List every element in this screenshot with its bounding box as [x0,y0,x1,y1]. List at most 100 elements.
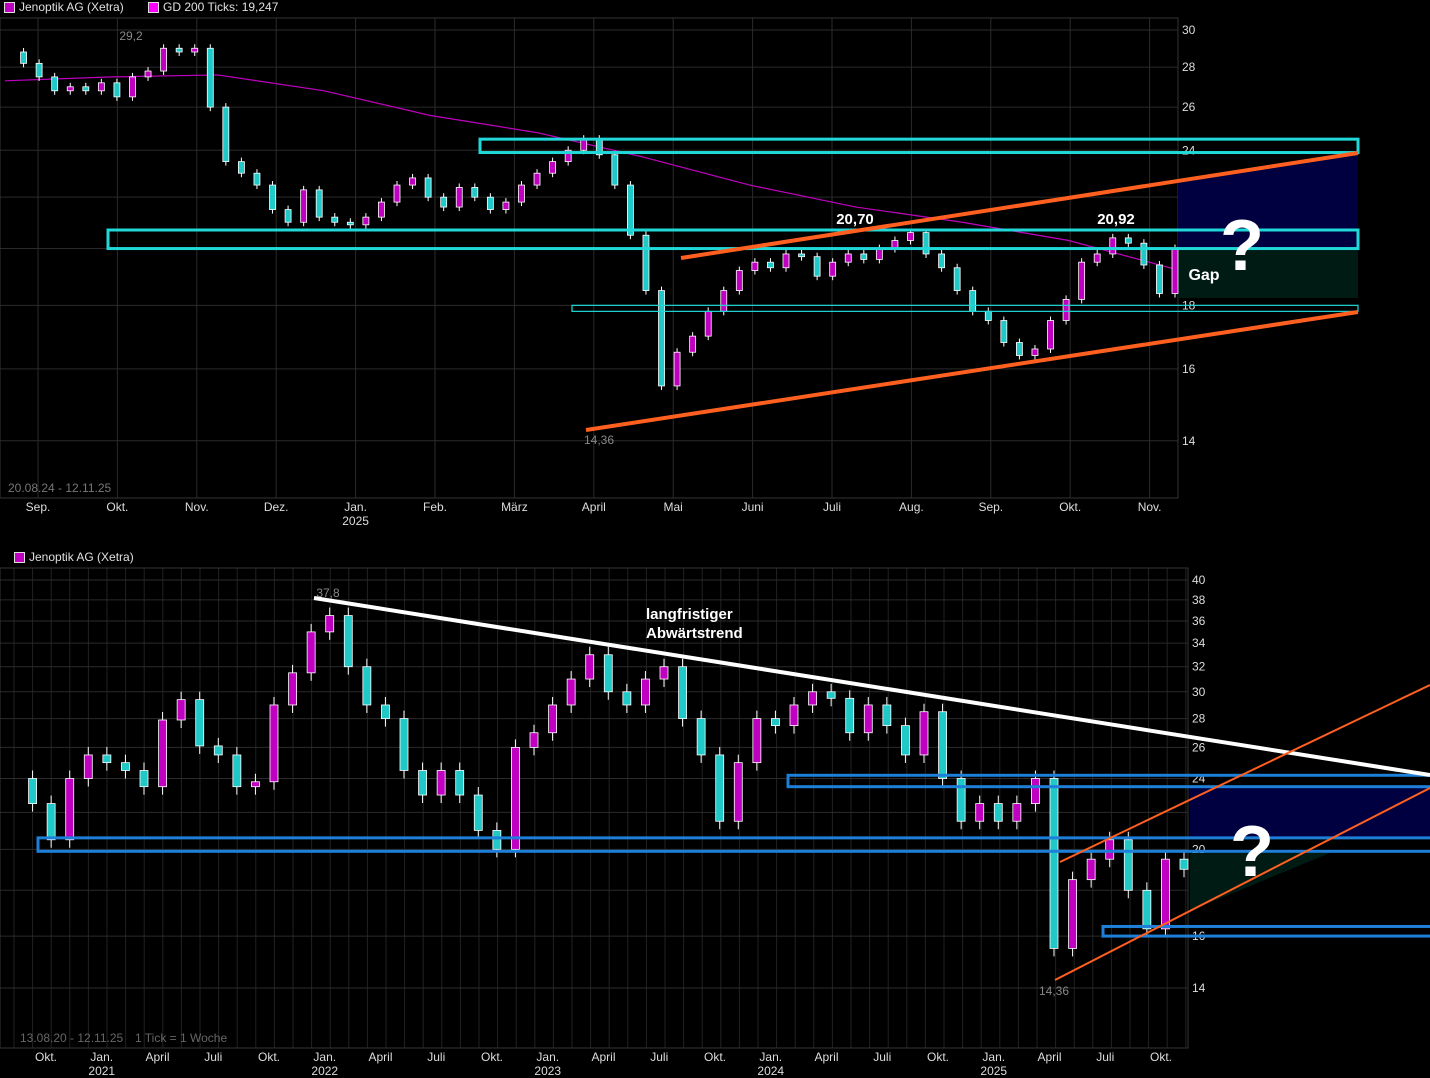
x-tick-label: Okt. [1059,500,1081,514]
candle [378,201,385,218]
x-tick-label: Jan. [344,500,367,514]
support-resistance-zone [786,773,1430,789]
candle [860,253,868,260]
candle [473,794,483,831]
legend-series-label: Jenoptik AG (Xetra) [29,550,134,564]
candle [288,672,297,706]
candle [83,754,93,779]
question-mark: ? [1220,206,1264,286]
candle [704,310,712,337]
x-tick-label: Okt. [258,1050,280,1064]
y-tick-label: 16 [1182,362,1196,376]
y-tick-label: 28 [1182,60,1196,74]
candle [993,803,1003,822]
support-resistance-zone [36,836,1430,853]
candle [418,770,427,796]
x-tick-label: Jan. [313,1050,336,1064]
x-tick-label: Okt. [106,500,128,514]
y-tick-label: 14 [1192,981,1206,995]
candle [549,161,556,174]
upper-channel-line [1059,684,1430,863]
candle [213,745,223,756]
candle [486,196,494,210]
candle [399,718,409,771]
candle [938,711,947,779]
low-label: 14,36 [1039,984,1069,998]
projection-fill-lower [1190,853,1330,911]
candle [191,47,199,53]
candle [269,184,276,210]
x-tick-label: Juni [742,500,764,514]
candle [845,697,855,734]
y-tick-label: 34 [1192,636,1206,650]
candle [720,290,728,312]
candle [882,704,892,727]
candle [35,62,43,78]
x-tick-label: Juli [427,1050,445,1064]
candle [603,654,613,693]
question-mark: ? [1230,812,1274,892]
candle [251,781,260,788]
candle [863,704,873,734]
x-tick-label: Okt. [1150,1050,1172,1064]
candle [658,290,665,387]
candle [984,310,992,321]
candle [97,82,105,92]
candle [826,691,836,699]
candle [1068,879,1077,949]
candle [144,70,152,78]
candle [782,253,790,269]
lower-trendline [585,310,1359,432]
candle [1012,803,1022,822]
x-tick-label: Dez. [264,500,289,514]
x-tick-label: März [501,500,528,514]
candle [139,770,149,788]
series-swatch [14,551,25,563]
candle [176,699,186,721]
x-tick-label: Juli [823,500,841,514]
candle [1156,264,1163,294]
high-label: 29,2 [119,29,143,43]
legend-top-ma: GD 200 Ticks: 19,247 [148,0,278,14]
y-tick-label: 40 [1192,573,1206,587]
period-label: 20.08.24 - 12.11.25 [8,481,112,495]
projection-fill-upper [1190,786,1430,838]
candle [1031,778,1040,804]
series-swatch [4,1,15,13]
candle [673,351,681,387]
candle [518,184,525,203]
y-tick-label: 20 [1192,842,1206,856]
period-label: 13.08.20 - 12.11.25 [20,1031,124,1045]
candle [585,654,595,680]
candle [678,666,687,720]
candle [798,253,805,258]
candle [1105,839,1115,860]
candle [346,221,354,226]
candle [789,704,799,727]
candle [844,253,852,263]
candle [1179,858,1189,870]
resistance-zone [571,304,1359,312]
candle [253,172,261,186]
candle [232,754,242,788]
candle [362,666,372,706]
candle [1171,248,1179,294]
resistance-zone [478,137,1360,155]
high-label: 37,8 [316,586,340,600]
candle [901,725,910,756]
x-tick-label: April [368,1050,392,1064]
x-tick-label: Okt. [927,1050,949,1064]
candle [237,161,245,174]
x-tick-label: Jan. [536,1050,559,1064]
x-tick-label: Okt. [704,1050,726,1064]
resistance-zone [106,228,1360,251]
candle [1124,237,1132,244]
candle [306,631,316,674]
x-tick-year: 2025 [342,514,369,528]
candle [956,778,966,822]
candle [222,106,230,163]
peak-label: 20,92 [1097,211,1135,228]
candle [315,189,323,218]
x-tick-label: Juli [1096,1050,1114,1064]
